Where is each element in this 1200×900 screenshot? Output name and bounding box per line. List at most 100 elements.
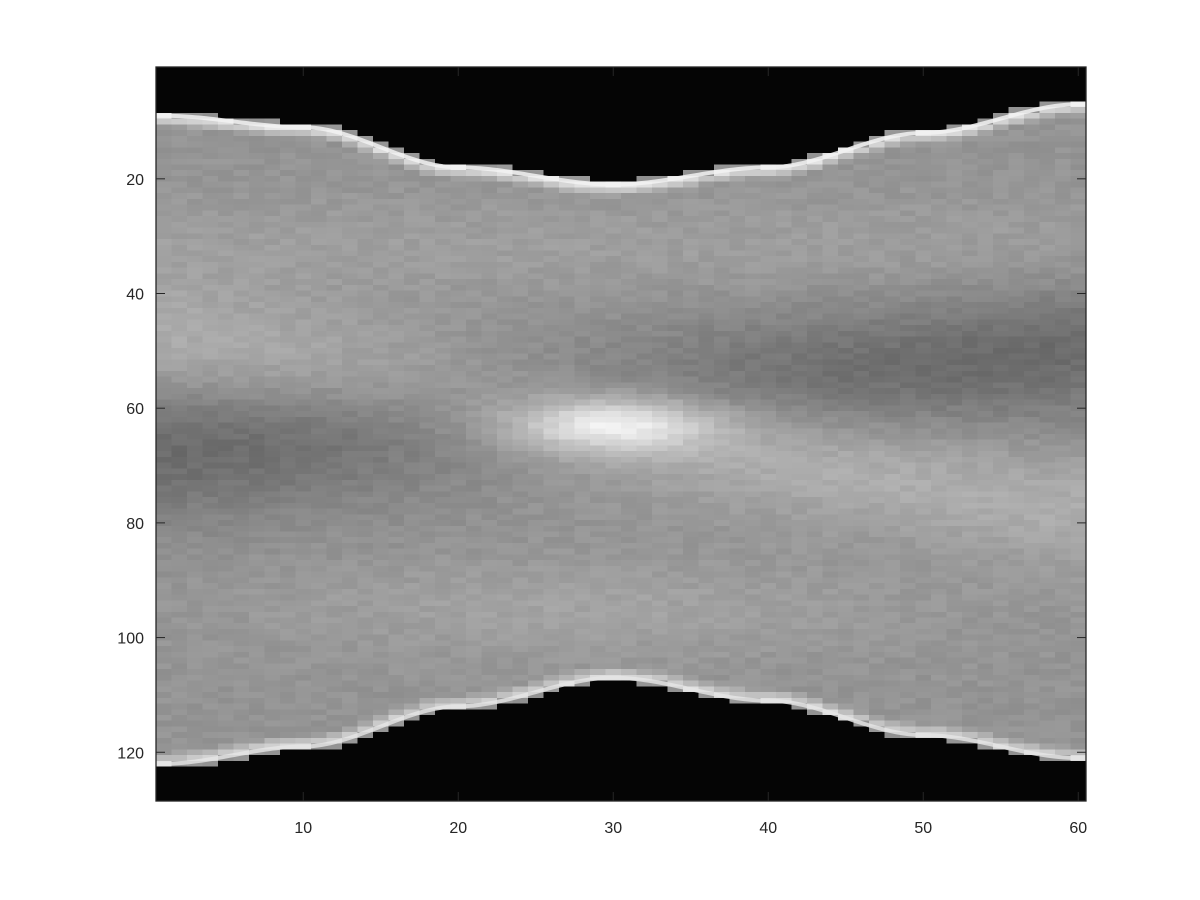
heatmap-cell — [450, 755, 467, 762]
heatmap-cell — [171, 789, 188, 796]
heatmap-cell — [264, 714, 281, 722]
heatmap-cell — [497, 732, 514, 739]
heatmap-cell — [156, 181, 173, 189]
heatmap-cell — [450, 651, 467, 659]
heatmap-cell — [388, 479, 405, 487]
heatmap-cell — [698, 72, 715, 80]
heatmap-cell — [233, 302, 250, 309]
heatmap-cell — [574, 325, 591, 332]
heatmap-cell — [636, 743, 653, 750]
heatmap-cell — [590, 468, 607, 475]
heatmap-cell — [605, 611, 622, 619]
heatmap-cell — [435, 594, 452, 601]
heatmap-cell — [481, 239, 498, 246]
heatmap-cell — [667, 347, 684, 355]
heatmap-cell — [745, 290, 762, 297]
heatmap-cell — [698, 451, 715, 458]
heatmap-cell — [574, 124, 591, 131]
heatmap-cell — [435, 95, 452, 102]
heatmap-cell — [574, 611, 591, 619]
heatmap-cell — [373, 347, 390, 355]
heatmap-cell — [187, 279, 204, 286]
heatmap-cell — [187, 669, 204, 676]
heatmap-cell — [574, 399, 591, 406]
heatmap-cell — [373, 783, 390, 791]
heatmap-cell — [636, 514, 653, 521]
heatmap-cell — [264, 468, 281, 475]
heatmap-cell — [698, 296, 715, 303]
heatmap-cell — [605, 198, 622, 206]
heatmap-cell — [512, 290, 529, 297]
heatmap-cell — [404, 158, 421, 166]
heatmap-cell — [264, 107, 281, 114]
heatmap-cell — [652, 210, 669, 217]
heatmap-cell — [636, 485, 653, 492]
heatmap-cell — [512, 663, 529, 670]
heatmap-cell — [590, 502, 607, 510]
heatmap-cell — [388, 623, 405, 630]
heatmap-cell — [171, 233, 188, 240]
heatmap-cell — [388, 153, 405, 160]
heatmap-cell — [543, 250, 560, 257]
heatmap-cell — [667, 732, 684, 739]
heatmap-cell — [404, 571, 421, 578]
heatmap-cell — [326, 107, 343, 114]
heatmap-cell — [528, 261, 545, 269]
heatmap-cell — [342, 198, 359, 206]
heatmap-cell — [357, 365, 374, 372]
heatmap-cell — [745, 382, 762, 389]
heatmap-cell — [729, 175, 746, 183]
heatmap-cell — [528, 783, 545, 791]
heatmap-cell — [543, 399, 560, 406]
heatmap-cell — [667, 112, 684, 120]
heatmap-cell — [295, 525, 312, 533]
heatmap-cell — [698, 256, 715, 263]
heatmap-cell — [652, 686, 669, 693]
heatmap-cell — [605, 697, 622, 705]
heatmap-cell — [745, 439, 762, 447]
heatmap-cell — [233, 646, 250, 653]
heatmap-cell — [528, 531, 545, 538]
heatmap-cell — [187, 537, 204, 544]
heatmap-cell — [264, 502, 281, 510]
heatmap-cell — [574, 95, 591, 102]
heatmap-cell — [729, 485, 746, 492]
heatmap-cell — [295, 359, 312, 366]
heatmap-cell — [419, 319, 436, 326]
heatmap-cell — [280, 674, 297, 682]
heatmap-cell — [202, 204, 219, 211]
heatmap-cell — [683, 181, 700, 189]
heatmap-cell — [342, 491, 359, 498]
heatmap-cell — [543, 428, 560, 435]
heatmap-cell — [450, 227, 467, 234]
heatmap-cell — [605, 766, 622, 773]
heatmap-cell — [233, 353, 250, 361]
heatmap-cell — [249, 325, 266, 332]
heatmap-cell — [373, 153, 390, 160]
heatmap-cell — [512, 651, 529, 659]
heatmap-cell — [404, 588, 421, 596]
heatmap-cell — [590, 130, 607, 137]
heatmap-cell — [667, 181, 684, 189]
heatmap-cell — [404, 67, 421, 74]
heatmap-cell — [745, 508, 762, 515]
heatmap-cell — [280, 451, 297, 458]
heatmap-cell — [404, 72, 421, 80]
heatmap-cell — [264, 560, 281, 567]
heatmap-cell — [202, 284, 219, 292]
heatmap-cell — [404, 565, 421, 573]
heatmap-cell — [543, 634, 560, 642]
heatmap-cell — [218, 158, 235, 166]
heatmap-cell — [202, 313, 219, 320]
heatmap-cell — [714, 107, 731, 114]
heatmap-cell — [326, 434, 343, 441]
heatmap-cell — [667, 158, 684, 166]
heatmap-cell — [373, 703, 390, 710]
heatmap-cell — [543, 411, 560, 418]
heatmap-cell — [311, 273, 328, 280]
heatmap-cell — [497, 422, 514, 429]
heatmap-cell — [311, 571, 328, 578]
heatmap-cell — [342, 479, 359, 487]
heatmap-cell — [528, 112, 545, 120]
heatmap-cell — [590, 244, 607, 252]
